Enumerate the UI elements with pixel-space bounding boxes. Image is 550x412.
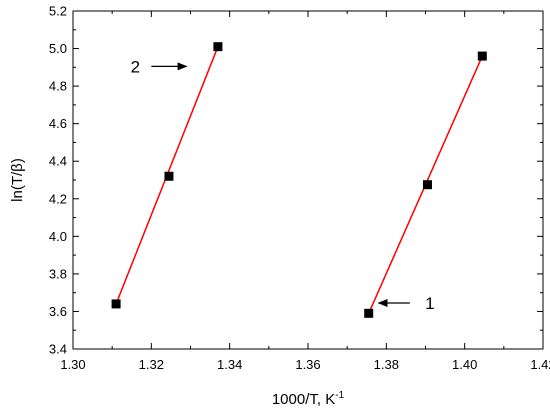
y-tick-label: 5.0 — [49, 41, 67, 56]
x-axis-title-text: 1000/T, K — [272, 391, 335, 408]
x-axis-title-superscript: -1 — [335, 390, 344, 401]
y-tick-label: 5.2 — [49, 4, 67, 19]
annotation-label-1: 1 — [425, 294, 434, 313]
x-axis-title: 1000/T, K-1 — [272, 390, 345, 408]
data-point-series-1 — [364, 308, 374, 318]
data-point-series-2 — [213, 42, 223, 52]
x-tick-label: 1.36 — [295, 357, 320, 372]
y-tick-label: 4.2 — [49, 191, 67, 206]
data-point-series-2 — [164, 171, 174, 181]
x-axis-ticks: 1.30 1.32 1.34 1.36 1.38 1.40 1.42 — [60, 11, 550, 372]
x-tick-label: 1.34 — [217, 357, 242, 372]
annotation-label-2: 2 — [131, 57, 140, 76]
x-tick-label: 1.38 — [374, 357, 399, 372]
annotations: 12 — [131, 57, 435, 313]
data-markers — [111, 42, 487, 318]
y-tick-label: 4.8 — [49, 79, 67, 94]
x-tick-label: 1.30 — [60, 357, 85, 372]
y-tick-label: 3.6 — [49, 304, 67, 319]
x-tick-label: 1.42 — [530, 357, 550, 372]
data-point-series-1 — [477, 51, 487, 61]
data-point-series-2 — [111, 299, 121, 309]
y-tick-label: 4.6 — [49, 116, 67, 131]
y-tick-label: 4.0 — [49, 229, 67, 244]
data-point-series-1 — [422, 180, 432, 190]
y-axis-ticks: 3.4 3.6 3.8 4.0 4.2 4.4 4.6 4.8 5.0 5.2 — [49, 4, 543, 357]
y-tick-label: 3.4 — [49, 342, 67, 357]
y-tick-label: 4.4 — [49, 154, 67, 169]
x-tick-label: 1.32 — [139, 357, 164, 372]
y-axis-title: ln(T/β) — [9, 158, 26, 202]
x-tick-label: 1.40 — [452, 357, 477, 372]
plot-frame — [72, 10, 544, 350]
y-tick-label: 3.8 — [49, 266, 67, 281]
